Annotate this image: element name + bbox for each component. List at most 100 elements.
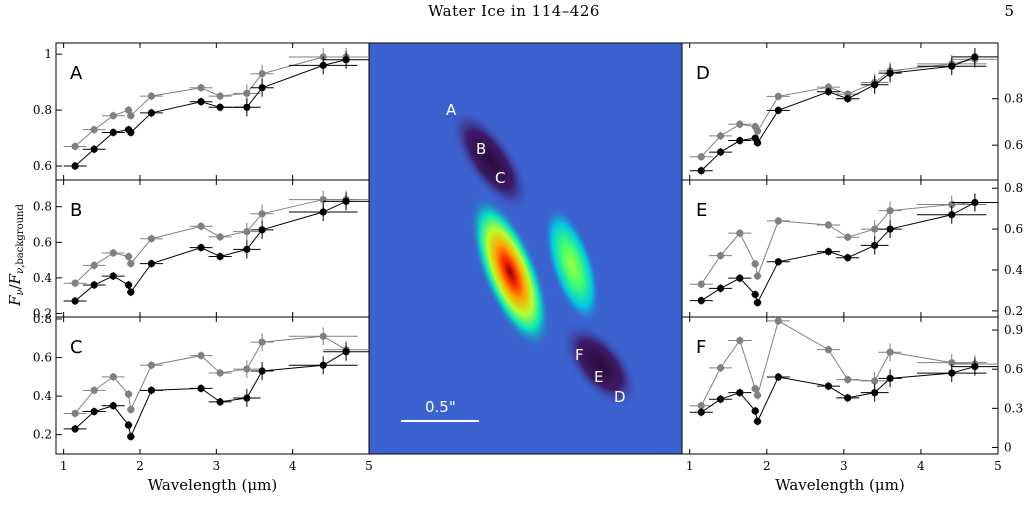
panel-frame [55,316,370,455]
panel-f: F 0 0.3 0.6 0.9 1 2 3 4 5 Wavelength (μm) [681,316,1023,494]
data-point [736,229,744,237]
data-point [971,53,979,61]
data-point [753,272,762,280]
data-point [147,386,156,394]
y-tick-label: 0.6 [1004,222,1023,236]
data-point [109,402,117,410]
y-tick-label: 0.2 [33,306,52,320]
data-point [886,225,894,233]
data-point [948,211,956,219]
x-tick-label: 5 [994,459,1002,473]
series-line [74,199,347,284]
data-point [90,261,98,270]
data-point [871,225,879,233]
scale-bar-label: 0.5" [425,398,456,416]
bright-lobe-right [543,205,601,325]
data-point [736,274,744,282]
region-label-a: A [446,101,457,119]
page-header-title: Water Ice in 114–426 [428,2,600,20]
data-point [948,369,956,377]
data-point [243,245,251,253]
data-point [844,254,852,262]
data-point [127,128,135,137]
data-point [258,210,266,218]
y-tick-label: 0.6 [33,159,52,173]
data-point [147,109,156,117]
data-point [243,227,251,236]
data-point [216,369,224,377]
data-point [871,81,879,89]
region-label-e: E [594,368,603,386]
data-point [109,249,117,257]
data-point [197,98,205,106]
data-point [871,389,879,397]
y-tick-label: 0 [1004,440,1012,454]
data-point [197,244,205,252]
panel-letter: F [696,337,706,358]
x-tick-label: 5 [365,459,373,473]
y-tick-label: 0.6 [1004,362,1023,376]
y-tick-label: 0.8 [33,200,52,214]
dark-lobe-upper [449,107,531,213]
x-tick-label: 4 [917,459,925,473]
data-point [124,252,133,261]
y-tick-label: 0.8 [1004,92,1023,106]
panel-frame [681,179,999,318]
y-axis-title: Fν/Fν,background [6,204,26,307]
data-point [824,382,833,390]
data-point [774,106,782,114]
data-point [90,407,98,416]
data-point [342,56,350,64]
data-point [147,235,156,243]
data-point [124,421,133,429]
data-point [971,362,979,371]
y-tick-label: 0.9 [1004,323,1023,337]
data-point [90,386,98,394]
x-axis-title: Wavelength (μm) [775,476,904,494]
spectra-panels: A 0.6 0.8 1 B 0.2 0.4 0.6 0.8 C 0.2 0.4 0.6 0.8 1 2 3 4 5 W… [33,42,1023,494]
data-point [109,112,117,120]
region-label-d: D [614,388,626,406]
data-point [697,153,705,161]
data-point [824,346,833,354]
data-point [109,373,117,381]
data-point [258,338,266,346]
data-point [71,425,79,433]
data-point [71,162,79,170]
y-tick-label: 0.2 [1004,304,1023,318]
data-point [844,376,852,384]
data-point [716,395,725,403]
panel-letter: E [696,200,707,221]
data-point [971,198,979,207]
data-point [736,120,744,128]
y-tick-label: 0.8 [1004,181,1023,195]
data-point [216,252,224,261]
data-point [319,208,327,216]
data-point [751,385,759,393]
panel-d: D 0.6 0.8 [681,42,1023,181]
data-point [147,92,156,100]
data-point [697,297,705,305]
data-point [109,272,117,280]
data-point [127,406,135,414]
data-point [824,221,833,229]
data-point [216,233,224,241]
data-point [197,384,205,392]
data-point [716,252,725,260]
panel-a: A 0.6 0.8 1 [33,42,370,181]
series-line [700,58,975,158]
disk-image-panel: A B C F E D 0.5" [368,42,683,455]
data-point [124,390,133,398]
data-point [127,433,135,441]
data-point [90,145,98,153]
data-point [751,290,759,299]
data-point [774,92,782,101]
page-number: 5 [1004,2,1014,20]
data-point [751,260,759,268]
data-point [243,365,251,373]
panel-letter: C [70,337,83,358]
data-point [243,103,251,111]
y-tick-label: 0.6 [1004,138,1023,152]
data-point [197,84,205,92]
data-point [774,258,782,266]
